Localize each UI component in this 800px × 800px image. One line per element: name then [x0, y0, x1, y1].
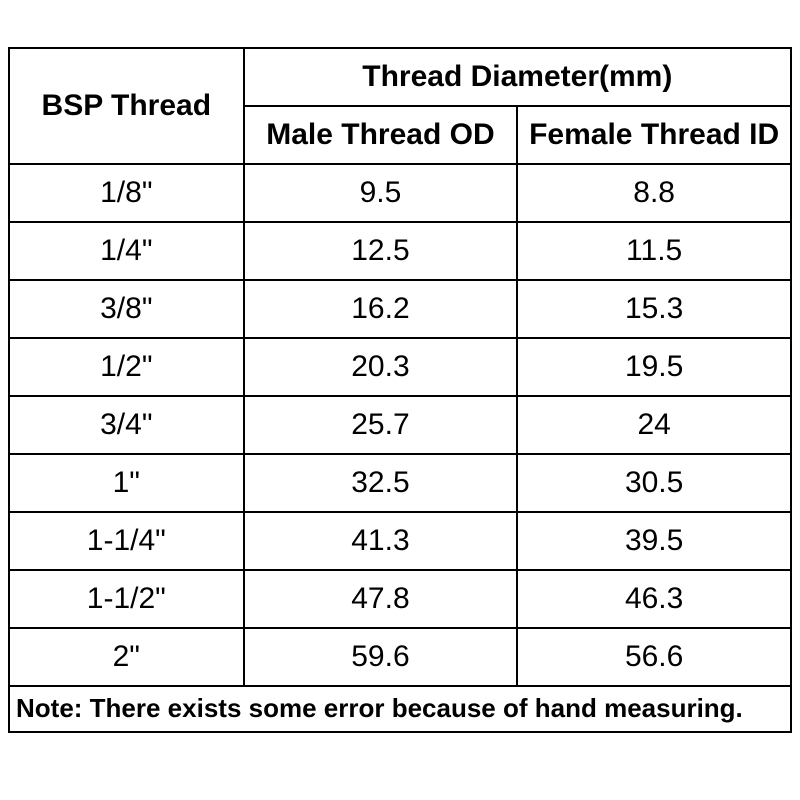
cell-bsp: 1-1/2" — [9, 570, 244, 628]
cell-bsp: 1/2" — [9, 338, 244, 396]
header-female: Female Thread ID — [517, 106, 791, 164]
cell-female: 39.5 — [517, 512, 791, 570]
cell-female: 30.5 — [517, 454, 791, 512]
cell-bsp: 2" — [9, 628, 244, 686]
cell-female: 19.5 — [517, 338, 791, 396]
table-row: 1-1/4" 41.3 39.5 — [9, 512, 791, 570]
table-row: 1/4" 12.5 11.5 — [9, 222, 791, 280]
cell-bsp: 1/8" — [9, 164, 244, 222]
thread-table-container: BSP Thread Thread Diameter(mm) Male Thre… — [0, 0, 800, 800]
thread-table: BSP Thread Thread Diameter(mm) Male Thre… — [8, 47, 792, 732]
cell-male: 32.5 — [244, 454, 518, 512]
cell-male: 41.3 — [244, 512, 518, 570]
cell-female: 46.3 — [517, 570, 791, 628]
cell-male: 47.8 — [244, 570, 518, 628]
cell-female: 11.5 — [517, 222, 791, 280]
table-row: 1/8" 9.5 8.8 — [9, 164, 791, 222]
table-note-row: Note: There exists some error because of… — [9, 686, 791, 731]
cell-bsp: 1/4" — [9, 222, 244, 280]
cell-bsp: 3/8" — [9, 280, 244, 338]
table-row: 1-1/2" 47.8 46.3 — [9, 570, 791, 628]
table-note: Note: There exists some error because of… — [9, 686, 791, 731]
cell-male: 20.3 — [244, 338, 518, 396]
cell-female: 15.3 — [517, 280, 791, 338]
table-body: 1/8" 9.5 8.8 1/4" 12.5 11.5 3/8" 16.2 15… — [9, 164, 791, 731]
table-row: 3/8" 16.2 15.3 — [9, 280, 791, 338]
cell-bsp: 1-1/4" — [9, 512, 244, 570]
cell-bsp: 3/4" — [9, 396, 244, 454]
cell-female: 24 — [517, 396, 791, 454]
cell-female: 56.6 — [517, 628, 791, 686]
table-row: 2" 59.6 56.6 — [9, 628, 791, 686]
cell-male: 25.7 — [244, 396, 518, 454]
table-row: 3/4" 25.7 24 — [9, 396, 791, 454]
cell-male: 9.5 — [244, 164, 518, 222]
header-male: Male Thread OD — [244, 106, 518, 164]
cell-male: 12.5 — [244, 222, 518, 280]
table-row: 1" 32.5 30.5 — [9, 454, 791, 512]
table-header: BSP Thread Thread Diameter(mm) Male Thre… — [9, 48, 791, 164]
table-row: 1/2" 20.3 19.5 — [9, 338, 791, 396]
cell-bsp: 1" — [9, 454, 244, 512]
header-diameter-group: Thread Diameter(mm) — [244, 48, 791, 106]
header-bsp: BSP Thread — [9, 48, 244, 164]
cell-male: 16.2 — [244, 280, 518, 338]
cell-male: 59.6 — [244, 628, 518, 686]
cell-female: 8.8 — [517, 164, 791, 222]
